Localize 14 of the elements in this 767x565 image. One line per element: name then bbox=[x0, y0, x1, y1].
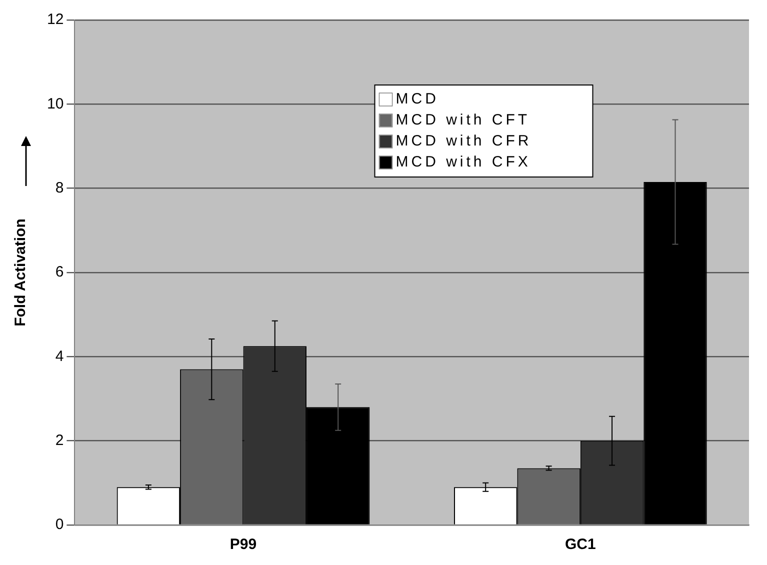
y-tick-label: 2 bbox=[55, 432, 64, 449]
y-tick-label: 12 bbox=[46, 11, 64, 28]
y-tick-label: 10 bbox=[46, 95, 64, 112]
legend-label: MCD with CFT bbox=[396, 112, 530, 129]
y-tick-label: 4 bbox=[55, 348, 64, 365]
x-tick-label: P99 bbox=[230, 536, 257, 554]
y-tick-label: 6 bbox=[55, 264, 64, 281]
x-tick-label: GC1 bbox=[565, 536, 596, 554]
y-axis-title: Fold Activation bbox=[12, 218, 30, 326]
y-tick-label: 0 bbox=[55, 516, 64, 534]
legend-label: MCD with CFR bbox=[396, 132, 532, 150]
y-tick-label: 8 bbox=[55, 179, 64, 196]
legend-label: MCD with CFX bbox=[396, 154, 531, 171]
legend-label: MCD bbox=[396, 90, 439, 108]
